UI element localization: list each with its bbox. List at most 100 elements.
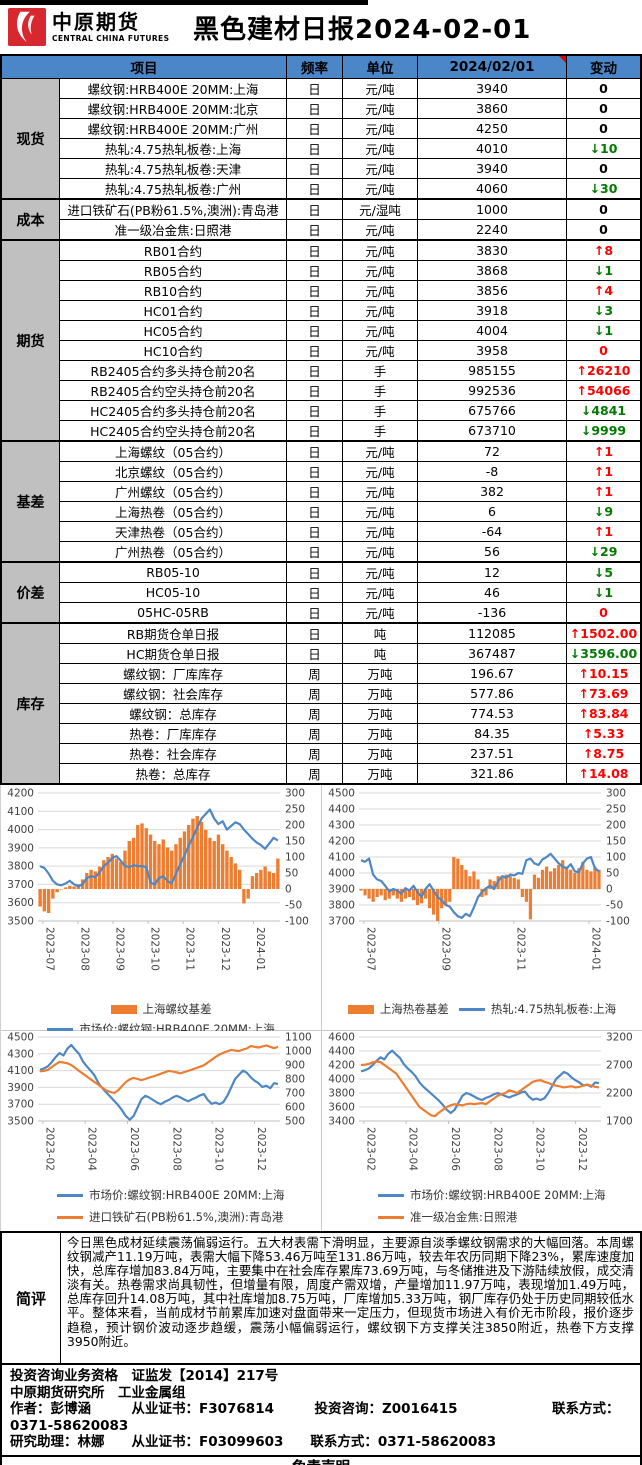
cell-unit: 元/吨 xyxy=(342,119,417,138)
svg-text:2200: 2200 xyxy=(606,1088,633,1100)
cell-unit: 元/吨 xyxy=(342,482,417,501)
legend-item: 市场价:螺纹钢:HRB400E 20MM:上海 xyxy=(57,1187,285,1203)
qualification-line: 投资咨询业务资格 证监发【2014】217号 xyxy=(10,1368,279,1384)
cell-change: 0 xyxy=(566,99,640,118)
cell-val: 4250 xyxy=(417,119,566,138)
org-line: 中原期货研究所 工业金属组 xyxy=(10,1384,186,1401)
svg-text:4000: 4000 xyxy=(328,1074,355,1086)
cell-item: 准一级冶金焦:日照港 xyxy=(114,223,232,238)
svg-text:2023-07: 2023-07 xyxy=(43,927,55,971)
disclaimer-title: 免责声明 xyxy=(10,1459,632,1465)
cell-unit: 万吨 xyxy=(342,724,417,743)
table-row: 热卷：厂库库存 周万吨 84.35 ↑5.33 xyxy=(60,723,640,743)
svg-text:3700: 3700 xyxy=(328,916,355,928)
svg-text:2023-06: 2023-06 xyxy=(449,1127,461,1171)
cell-change: ↑1 xyxy=(566,482,640,501)
cell-unit: 元/吨 xyxy=(342,442,417,461)
cell-item: RB01合约 xyxy=(143,244,203,259)
cell-freq: 日 xyxy=(286,381,342,400)
svg-text:300: 300 xyxy=(285,788,305,800)
cell-item: RB2405合约空头持仓前20名 xyxy=(90,384,256,399)
cell-val: 196.67 xyxy=(417,664,566,683)
table-row: HC2405合约多头持仓前20名 日手 675766 ↓4841 xyxy=(60,400,640,420)
cell-change: ↓9999 xyxy=(566,421,640,440)
svg-text:2023-11: 2023-11 xyxy=(184,927,196,971)
legend-label: 准一级冶金焦:日照港 xyxy=(410,1210,518,1224)
cell-item: 热轧:4.75热轧板卷:广州 xyxy=(104,182,242,197)
svg-text:150: 150 xyxy=(606,836,626,848)
table-row: 热卷：社会库存 周万吨 237.51 ↑8.75 xyxy=(60,743,640,763)
cell-freq: 日 xyxy=(286,502,342,521)
cell-item: HC期货仓单日报 xyxy=(126,647,220,662)
svg-text:200: 200 xyxy=(606,820,626,832)
company-logo: 中原期货 CENTRAL CHINA FUTURES xyxy=(8,8,183,46)
cell-freq: 日 xyxy=(286,482,342,501)
cell-freq: 日 xyxy=(286,281,342,300)
svg-text:3500: 3500 xyxy=(7,1116,34,1128)
summary-section: 简评 今日黑色成材延续震荡偏弱运行。五大材表需下滑明显，主要源自淡季螺纹钢需求的… xyxy=(0,1231,642,1365)
table-row: 05HC-05RB 日元/吨 -136 0 xyxy=(60,602,640,622)
table-group-5: 库存 RB期货仓单日报日吨 112085 ↑1502.00 HC期货仓单日报日吨 3674… xyxy=(2,622,640,783)
table-row: 天津热卷（05合约） 日元/吨 -64 ↑1 xyxy=(60,521,640,541)
chart-rebar-basis: 4200 4100 4000 3900 3800 3700 3600 3500 300 250 20… xyxy=(1,785,322,1036)
cell-freq: 周 xyxy=(286,744,342,763)
svg-text:-100: -100 xyxy=(285,916,309,928)
cell-change: ↓5 xyxy=(566,563,640,582)
comment-marker-icon xyxy=(559,56,566,63)
table-row: RB05-10 日元/吨 12 ↓5 xyxy=(60,563,640,582)
cell-val: 12 xyxy=(417,563,566,582)
cell-item: RB05-10 xyxy=(146,565,200,580)
report-header: 中原期货 CENTRAL CHINA FUTURES 黑色建材日报2024-02… xyxy=(0,0,642,54)
legend-label: 进口铁矿石(PB粉61.5%,澳洲):青岛港 xyxy=(89,1210,284,1224)
disclaimer-block: 免责声明 本报告中的信息由中原期货整理分析，均来源于已公开的资料，报告中的信息分… xyxy=(2,1457,640,1465)
legend-item: 热轧:4.75热轧板卷:上海 xyxy=(458,1001,616,1017)
svg-text:100: 100 xyxy=(606,852,626,864)
chart-legend: 市场价:螺纹钢:HRB400E 20MM:上海进口铁矿石(PB粉61.5%,澳洲… xyxy=(1,1187,321,1225)
cell-val: 367487 xyxy=(417,644,566,663)
cell-val: 56 xyxy=(417,542,566,561)
cell-freq: 日 xyxy=(286,321,342,340)
cell-unit: 元/吨 xyxy=(342,603,417,622)
svg-text:-50: -50 xyxy=(285,900,302,912)
cell-change: ↓3 xyxy=(566,301,640,320)
bottom-section: 投资咨询业务资格 证监发【2014】217号 中原期货研究所 工业金属组 作者：… xyxy=(0,1365,642,1465)
cell-unit: 万吨 xyxy=(342,764,417,783)
cell-freq: 日 xyxy=(286,200,342,219)
assistant-line: 研究助理：林娜 从业证书：F03099603 联系方式：0371-5862008… xyxy=(10,1434,497,1450)
cell-val: 2240 xyxy=(417,220,566,239)
legend-item: 上海螺纹基差 xyxy=(110,1001,212,1017)
row-group-label: 基差 xyxy=(2,442,60,561)
cell-item: 螺纹钢:HRB400E 20MM:北京 xyxy=(87,102,259,117)
credentials-block: 投资咨询业务资格 证监发【2014】217号 中原期货研究所 工业金属组 作者：… xyxy=(2,1365,640,1457)
cell-change: ↑8.75 xyxy=(566,744,640,763)
table-row: 广州螺纹（05合约） 日元/吨 382 ↑1 xyxy=(60,481,640,501)
table-group-3: 基差 上海螺纹（05合约）日元/吨 72 ↑1 北京螺纹（05合约）日元/吨 -8 ↑1 广州… xyxy=(2,440,640,561)
svg-text:2023-06: 2023-06 xyxy=(128,1127,140,1171)
cell-item: RB2405合约多头持仓前20名 xyxy=(90,364,256,379)
legend-item: 进口铁矿石(PB粉61.5%,澳洲):青岛港 xyxy=(57,1209,283,1225)
cell-unit: 元/湿吨 xyxy=(342,200,417,219)
svg-text:0: 0 xyxy=(285,884,292,896)
cell-change: ↓1 xyxy=(566,583,640,602)
table-row: 北京螺纹（05合约） 日元/吨 -8 ↑1 xyxy=(60,461,640,481)
cell-item: 上海热卷（05合约） xyxy=(115,505,231,520)
svg-text:3900: 3900 xyxy=(328,884,355,896)
svg-text:3500: 3500 xyxy=(7,916,34,928)
table-row: RB01合约 日元/吨 3830 ↑8 xyxy=(60,241,640,260)
cell-item: 螺纹钢：总库存 xyxy=(129,707,217,722)
cell-change: ↓30 xyxy=(566,179,640,198)
cell-val: 72 xyxy=(417,442,566,461)
svg-text:3800: 3800 xyxy=(328,1088,355,1100)
legend-item: 准一级冶金焦:日照港 xyxy=(378,1209,517,1225)
cell-freq: 日 xyxy=(286,119,342,138)
svg-text:1000: 1000 xyxy=(285,1046,312,1058)
cell-val: 6 xyxy=(417,502,566,521)
cell-change: ↑1502.00 xyxy=(566,624,640,643)
cell-item: 广州热卷（05合约） xyxy=(115,545,231,560)
chart-rebar-vs-ironore: 4500 4300 4100 3900 3700 3500 1100 1000 900 800 70… xyxy=(1,1031,322,1231)
cell-change: 0 xyxy=(566,341,640,360)
svg-text:300: 300 xyxy=(606,788,626,800)
cell-item: 北京螺纹（05合约） xyxy=(115,465,231,480)
cell-unit: 元/吨 xyxy=(342,542,417,561)
